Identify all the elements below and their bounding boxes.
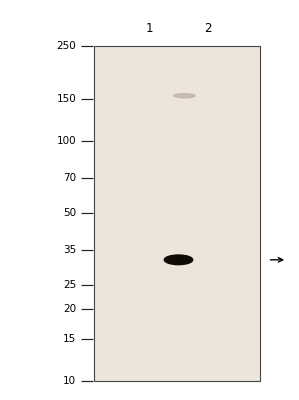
Text: 35: 35 [63,246,76,256]
Text: 100: 100 [57,136,76,146]
Ellipse shape [164,255,193,265]
Text: 70: 70 [63,174,76,184]
Text: 10: 10 [63,376,76,386]
Text: 250: 250 [57,41,76,51]
Ellipse shape [171,256,181,263]
Text: 15: 15 [63,334,76,344]
Text: 150: 150 [57,94,76,104]
Bar [94,46,260,381]
Text: 20: 20 [63,304,76,314]
Text: 50: 50 [63,208,76,218]
Text: 1: 1 [146,22,153,34]
Text: 25: 25 [63,280,76,290]
Ellipse shape [174,94,195,98]
Text: 2: 2 [204,22,212,34]
